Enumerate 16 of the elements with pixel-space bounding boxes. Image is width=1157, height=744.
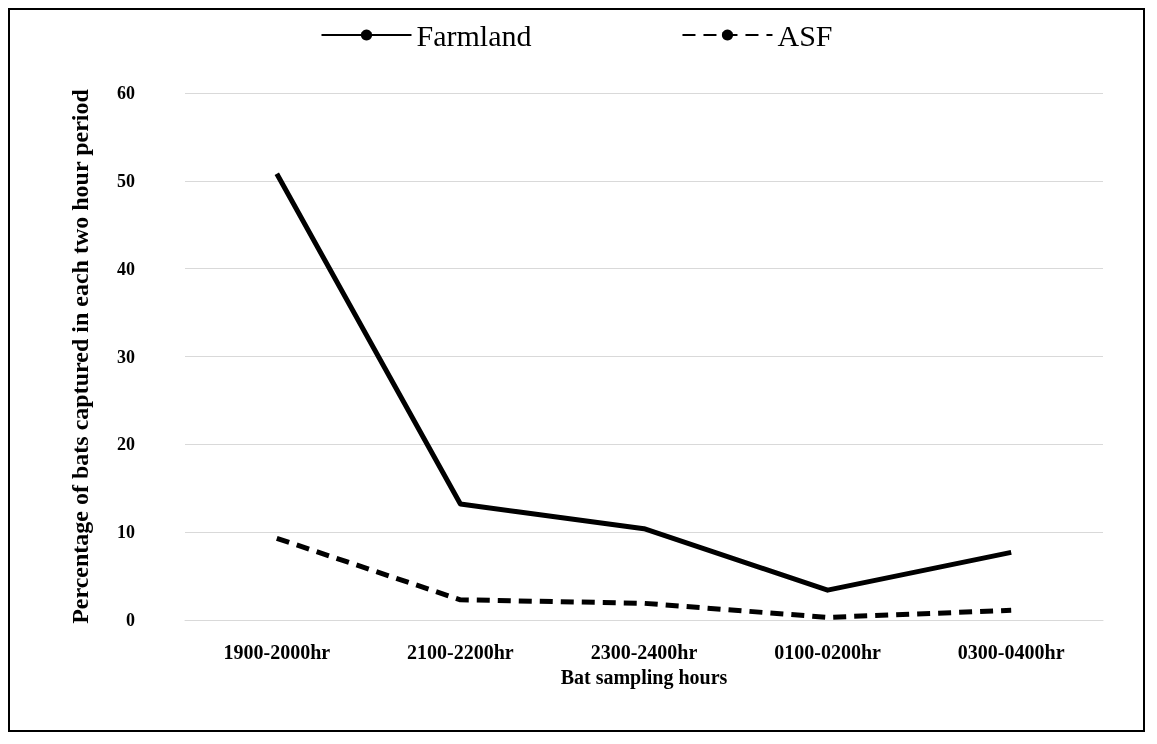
x-tick-label: 1900-2000hr [223, 641, 331, 663]
y-tick-label: 60 [117, 83, 135, 103]
x-tick-label: 2100-2200hr [407, 641, 514, 663]
x-tick-label: 0100-0200hr [774, 641, 882, 663]
x-axis-title: Bat sampling hours [560, 665, 728, 689]
legend-label: ASF [777, 18, 833, 52]
y-tick-label: 0 [126, 610, 135, 630]
y-tick-label: 20 [117, 434, 135, 455]
x-tick-label: 0300-0400hr [957, 641, 1065, 663]
x-tick-label: 2300-2400hr [590, 641, 698, 663]
legend-label: Farmland [416, 18, 532, 52]
y-tick-label: 50 [117, 170, 135, 191]
y-axis-title: Percentage of bats captured in each two hour period [67, 88, 93, 624]
y-tick-label: 40 [117, 258, 135, 279]
y-tick-label: 30 [117, 346, 135, 367]
y-tick-label: 10 [117, 522, 135, 543]
